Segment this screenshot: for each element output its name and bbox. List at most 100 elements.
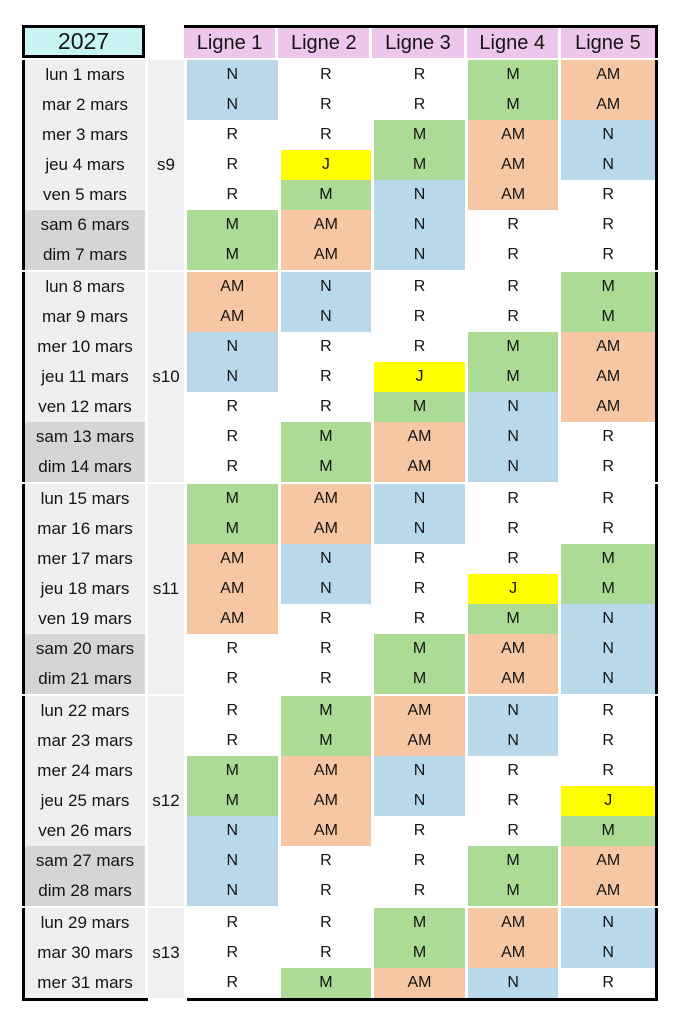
shift-cell[interactable]: M bbox=[374, 634, 468, 664]
shift-cell[interactable]: R bbox=[187, 392, 281, 422]
shift-cell[interactable]: R bbox=[374, 816, 468, 846]
date-cell[interactable]: jeu 4 mars bbox=[25, 150, 148, 180]
shift-cell[interactable]: R bbox=[467, 786, 562, 816]
date-cell[interactable]: ven 5 mars bbox=[25, 180, 148, 210]
date-cell[interactable]: mer 31 mars bbox=[25, 968, 148, 998]
shift-cell[interactable]: M bbox=[561, 302, 655, 332]
shift-cell[interactable]: R bbox=[561, 452, 655, 482]
shift-cell[interactable]: N bbox=[187, 816, 281, 846]
shift-cell[interactable]: M bbox=[374, 392, 468, 422]
date-cell[interactable]: sam 20 mars bbox=[25, 634, 148, 664]
shift-cell[interactable]: R bbox=[374, 574, 468, 604]
shift-cell[interactable]: AM bbox=[374, 726, 468, 756]
shift-cell[interactable]: R bbox=[187, 664, 281, 694]
shift-cell[interactable]: R bbox=[280, 362, 375, 392]
shift-cell[interactable]: N bbox=[187, 60, 281, 90]
shift-cell[interactable]: R bbox=[280, 90, 375, 120]
shift-cell[interactable]: N bbox=[467, 696, 562, 726]
shift-cell[interactable]: N bbox=[280, 302, 375, 332]
shift-cell[interactable]: AM bbox=[467, 938, 562, 968]
date-cell[interactable]: mar 30 mars bbox=[25, 938, 148, 968]
shift-cell[interactable]: M bbox=[374, 120, 468, 150]
date-cell[interactable]: jeu 18 mars bbox=[25, 574, 148, 604]
shift-cell[interactable]: M bbox=[280, 180, 375, 210]
shift-cell[interactable]: R bbox=[467, 514, 562, 544]
shift-cell[interactable]: AM bbox=[561, 362, 655, 392]
shift-cell[interactable]: R bbox=[187, 938, 281, 968]
date-cell[interactable]: ven 26 mars bbox=[25, 816, 148, 846]
shift-cell[interactable]: R bbox=[467, 756, 562, 786]
shift-cell[interactable]: N bbox=[187, 332, 281, 362]
shift-cell[interactable]: N bbox=[187, 362, 281, 392]
shift-cell[interactable]: R bbox=[561, 968, 655, 998]
shift-cell[interactable]: N bbox=[374, 786, 468, 816]
shift-cell[interactable]: M bbox=[467, 846, 562, 876]
shift-cell[interactable]: M bbox=[467, 362, 562, 392]
shift-cell[interactable]: M bbox=[467, 604, 562, 634]
shift-cell[interactable]: R bbox=[187, 452, 281, 482]
date-cell[interactable]: sam 6 mars bbox=[25, 210, 148, 240]
shift-cell[interactable]: R bbox=[467, 544, 562, 574]
shift-cell[interactable]: AM bbox=[561, 332, 655, 362]
shift-cell[interactable]: N bbox=[467, 392, 562, 422]
date-cell[interactable]: dim 7 mars bbox=[25, 240, 148, 270]
shift-cell[interactable]: R bbox=[187, 180, 281, 210]
date-cell[interactable]: jeu 11 mars bbox=[25, 362, 148, 392]
shift-cell[interactable]: R bbox=[187, 634, 281, 664]
shift-cell[interactable]: AM bbox=[280, 756, 375, 786]
date-cell[interactable]: sam 13 mars bbox=[25, 422, 148, 452]
shift-cell[interactable]: J bbox=[374, 362, 468, 392]
date-cell[interactable]: lun 29 mars bbox=[25, 908, 148, 938]
date-cell[interactable]: lun 22 mars bbox=[25, 696, 148, 726]
shift-cell[interactable]: R bbox=[280, 938, 375, 968]
date-cell[interactable]: lun 8 mars bbox=[25, 272, 148, 302]
shift-cell[interactable]: AM bbox=[280, 514, 375, 544]
shift-cell[interactable]: R bbox=[280, 332, 375, 362]
shift-cell[interactable]: AM bbox=[280, 240, 375, 270]
shift-cell[interactable]: N bbox=[374, 514, 468, 544]
shift-cell[interactable]: M bbox=[280, 726, 375, 756]
shift-cell[interactable]: R bbox=[280, 392, 375, 422]
shift-cell[interactable]: M bbox=[374, 664, 468, 694]
shift-cell[interactable]: R bbox=[561, 514, 655, 544]
shift-cell[interactable]: M bbox=[280, 422, 375, 452]
shift-cell[interactable]: M bbox=[187, 514, 281, 544]
shift-cell[interactable]: J bbox=[280, 150, 375, 180]
shift-cell[interactable]: R bbox=[467, 816, 562, 846]
date-cell[interactable]: mar 9 mars bbox=[25, 302, 148, 332]
shift-cell[interactable]: R bbox=[280, 846, 375, 876]
shift-cell[interactable]: AM bbox=[280, 816, 375, 846]
date-cell[interactable]: dim 28 mars bbox=[25, 876, 148, 906]
shift-cell[interactable]: N bbox=[280, 272, 375, 302]
week-label[interactable]: s9 bbox=[148, 60, 187, 270]
shift-cell[interactable]: N bbox=[187, 846, 281, 876]
shift-cell[interactable]: R bbox=[187, 726, 281, 756]
shift-cell[interactable]: M bbox=[467, 332, 562, 362]
shift-cell[interactable]: N bbox=[561, 150, 655, 180]
shift-cell[interactable]: R bbox=[374, 544, 468, 574]
shift-cell[interactable]: M bbox=[467, 60, 562, 90]
shift-cell[interactable]: R bbox=[561, 210, 655, 240]
shift-cell[interactable]: AM bbox=[561, 876, 655, 906]
shift-cell[interactable]: AM bbox=[187, 272, 281, 302]
shift-cell[interactable]: M bbox=[561, 574, 655, 604]
shift-cell[interactable]: M bbox=[374, 908, 468, 938]
shift-cell[interactable]: J bbox=[561, 786, 655, 816]
shift-cell[interactable]: AM bbox=[280, 484, 375, 514]
week-label[interactable]: s12 bbox=[148, 696, 187, 906]
date-cell[interactable]: mar 16 mars bbox=[25, 514, 148, 544]
shift-cell[interactable]: R bbox=[561, 484, 655, 514]
shift-cell[interactable]: R bbox=[467, 272, 562, 302]
year-cell[interactable]: 2027 bbox=[22, 25, 145, 58]
shift-cell[interactable]: R bbox=[467, 302, 562, 332]
date-cell[interactable]: mer 17 mars bbox=[25, 544, 148, 574]
shift-cell[interactable]: N bbox=[467, 968, 562, 998]
date-cell[interactable]: mer 3 mars bbox=[25, 120, 148, 150]
shift-cell[interactable]: AM bbox=[467, 150, 562, 180]
shift-cell[interactable]: R bbox=[561, 756, 655, 786]
shift-cell[interactable]: R bbox=[374, 876, 468, 906]
shift-cell[interactable]: N bbox=[467, 452, 562, 482]
shift-cell[interactable]: N bbox=[561, 120, 655, 150]
shift-cell[interactable]: M bbox=[561, 272, 655, 302]
date-cell[interactable]: ven 12 mars bbox=[25, 392, 148, 422]
